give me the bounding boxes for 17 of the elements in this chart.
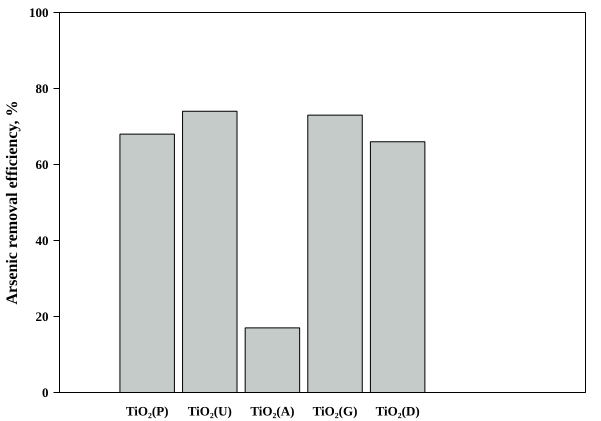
y-tick-label: 40 — [36, 233, 48, 248]
bar — [370, 141, 426, 392]
x-tick-label: TiO₂(D) — [376, 404, 420, 418]
bar — [182, 110, 238, 392]
x-tick-label: TiO₂(A) — [250, 404, 294, 418]
bar — [307, 114, 363, 392]
y-tick-label: 0 — [42, 385, 48, 400]
y-tick-label: 80 — [36, 81, 48, 96]
bar — [119, 134, 175, 392]
x-tick-label: TiO₂(U) — [188, 404, 232, 418]
x-tick-label: TiO₂(G) — [312, 404, 358, 418]
y-tick-label: 100 — [29, 5, 48, 20]
x-tick-label: TiO₂(P) — [126, 404, 168, 418]
y-axis-title: Arsenic removal efficiency, % — [4, 100, 21, 305]
bar — [244, 327, 300, 392]
y-tick-label: 20 — [36, 309, 48, 324]
y-tick-label: 60 — [36, 157, 48, 172]
